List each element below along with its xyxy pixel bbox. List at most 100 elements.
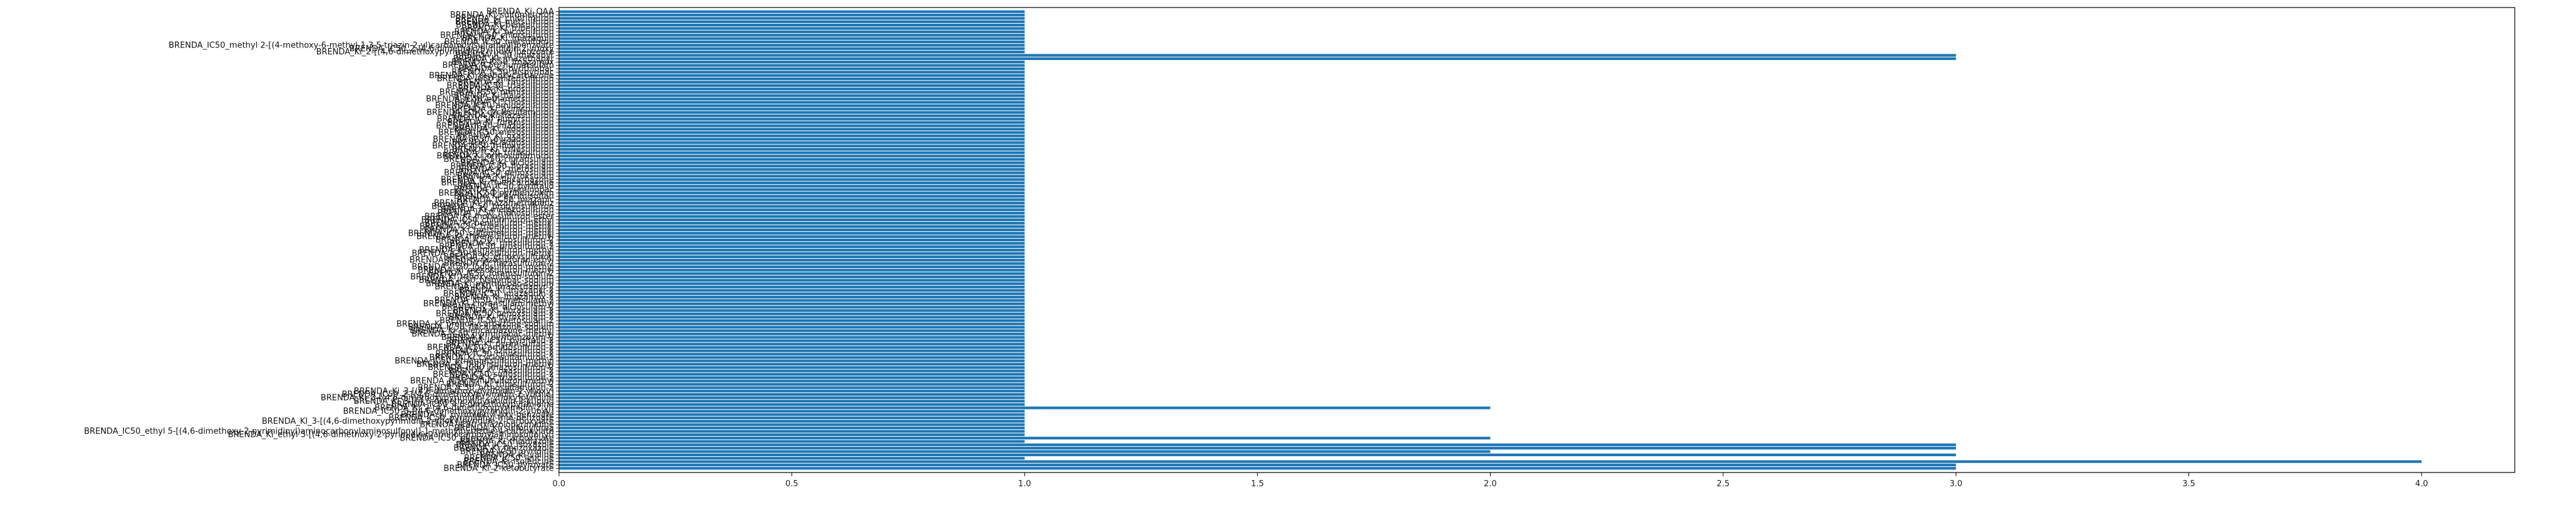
bar — [559, 104, 1025, 108]
category-label: BRENDA_Ki_mesosulfuron-methyl — [418, 266, 554, 275]
category-label: BRENDA_Ki_metsulfuron-methyl — [424, 226, 554, 235]
bar — [559, 71, 1025, 74]
category-label: BRENDA_Ki_chlorimuron — [455, 14, 554, 23]
bar — [559, 27, 1025, 30]
category-label: BRENDA_Ki_bensulfuron — [456, 21, 554, 30]
bar — [559, 54, 1956, 57]
bar — [559, 108, 1025, 111]
category-label: BRENDA_IC50_sulfometuron-methyl — [408, 229, 554, 238]
category-label: BRENDA_Ki_ethyl 5-[(4,6-dimethoxy-2-pyri… — [228, 431, 554, 440]
category-label: BRENDA_Ki_propoxycarbazone-sodium — [396, 319, 554, 329]
bar — [559, 262, 1025, 265]
category-label: BRENDA_IC50_pyriminobac-methyl — [411, 329, 554, 339]
category-label: BRENDA_IC50_propyrisulfuron — [431, 202, 554, 211]
bar — [559, 40, 1025, 44]
bar — [559, 20, 1025, 23]
bar — [559, 178, 1025, 181]
bar — [559, 440, 1025, 443]
category-label: BRENDA_IC50_bispyribac — [451, 68, 554, 77]
bar — [559, 191, 1025, 194]
category-label: BRENDA_Ki_2-ketobutyrate — [444, 464, 554, 473]
bar — [559, 121, 1025, 124]
category-label: BRENDA_IC50_pyrazole-4-carboxylate — [400, 434, 554, 443]
bar — [559, 292, 1025, 296]
category-label: BRENDA_IC50_metsulfuron — [445, 38, 554, 47]
bar — [559, 144, 1025, 148]
category-label: BRENDA_Ki_florasulam-2 — [453, 306, 554, 316]
bar — [559, 326, 1025, 329]
category-label: BRENDA_Ki_trifloxysulfuron-sodium — [410, 272, 554, 282]
category-label: BRENDA_Ki_imazamox-2 — [454, 292, 554, 302]
bar — [559, 289, 1025, 292]
bar — [559, 118, 1025, 121]
category-label: BRENDA_IC50_pyruvate — [457, 461, 554, 470]
category-label: BRENDA_IC50_4,6-dimethoxypyrimidine — [391, 400, 554, 409]
bar — [559, 81, 1025, 84]
bar — [559, 286, 1025, 289]
bar — [559, 369, 1025, 372]
bar — [559, 242, 1025, 245]
bar — [559, 265, 1025, 269]
category-label: BRENDA_KI_3-[(4,6-dimethoxypyrimidin-2-y… — [354, 397, 554, 406]
category-label: BRENDA_Ki_QAA — [486, 8, 554, 17]
bar — [559, 171, 1025, 174]
bar — [559, 57, 1956, 61]
bar — [559, 413, 1025, 416]
bar — [559, 164, 1025, 168]
bar — [559, 450, 1491, 453]
category-label: BRENDA_Ki_halosulfuron — [454, 91, 554, 101]
bar — [559, 272, 1025, 275]
category-label: BRENDA_IC50_imazapyr — [456, 51, 555, 61]
category-label: BRENDA_IC50_cinosulfuron-2 — [435, 350, 554, 359]
category-label: BRENDA_IC50_prosulfuron-2 — [439, 242, 554, 252]
x-tick-label: 3.0 — [1950, 479, 1963, 489]
bar — [559, 467, 1956, 470]
category-labels-group: BRENDA_Ki_QAABRENDA_Ki_sulfometuronBREND… — [84, 8, 559, 473]
bar — [559, 319, 1025, 322]
category-label: BRENDA_Ki_primisulfuron-methyl — [419, 246, 554, 255]
category-label: BRENDA_IC50_florasulam — [450, 162, 554, 171]
bar — [559, 232, 1025, 235]
category-label: BRENDA_IC50_penoxsulam — [444, 169, 554, 178]
bar — [559, 51, 1025, 54]
category-label: BRENDA_Ki_triflusulfuron — [452, 145, 554, 154]
bars-group — [559, 10, 2422, 470]
bar — [559, 409, 1025, 413]
category-label: BRENDA_Ki_pyriminobac — [454, 185, 554, 194]
category-label: BRENDA_Ki_azimsulfuron — [452, 104, 554, 114]
category-label: BRENDA_Ki_metazosulfuron — [441, 206, 554, 215]
category-label: BRENDA_KI_3-[(4,6-dimethoxypyrimidin-2-y… — [262, 417, 554, 426]
category-label: BRENDA_IC50_orthosulfamuron-2 — [418, 383, 554, 392]
bar — [559, 366, 1025, 369]
bar — [559, 269, 1025, 272]
x-tick-label: 1.5 — [1251, 479, 1264, 489]
category-label: BRENDA_Ki_tribenuron — [461, 24, 554, 34]
bar — [559, 151, 1025, 154]
category-label: BRENDA_IC50_metosulam-2 — [440, 316, 554, 326]
bar — [559, 74, 1025, 77]
bar — [559, 255, 1025, 259]
bar — [559, 184, 1025, 188]
bar — [559, 252, 1025, 255]
x-tick-label: 0.5 — [785, 479, 798, 489]
bar — [559, 198, 1025, 201]
bar — [559, 61, 1025, 64]
bar — [559, 161, 1025, 164]
category-label: BRENDA_Ki_pyrithiobac-sodium — [426, 279, 554, 289]
category-label: BRENDA_IC50_flumetsulam — [443, 61, 554, 71]
bar — [559, 37, 1025, 40]
category-label: BRENDA_IC50_pyribenzoxim — [438, 189, 554, 198]
bar — [559, 17, 1025, 20]
bar — [559, 362, 1025, 366]
bar — [559, 346, 1025, 349]
bar — [559, 47, 1025, 50]
category-label: BRENDA_IC50_imazaquin-2 — [443, 289, 554, 299]
category-label: BRENDA_IC50_flucarbazone-sodium — [408, 323, 554, 332]
bar — [559, 316, 1025, 319]
bar — [559, 221, 1025, 225]
bar — [559, 215, 1025, 218]
category-label: BRENDA_Ki_monosulfuron-ester — [425, 212, 555, 221]
category-label: BRENDA_Ki_cloransulam-methyl — [423, 299, 554, 309]
category-label: BRENDA_Ki_pyrimisulfan-2 — [446, 340, 554, 349]
